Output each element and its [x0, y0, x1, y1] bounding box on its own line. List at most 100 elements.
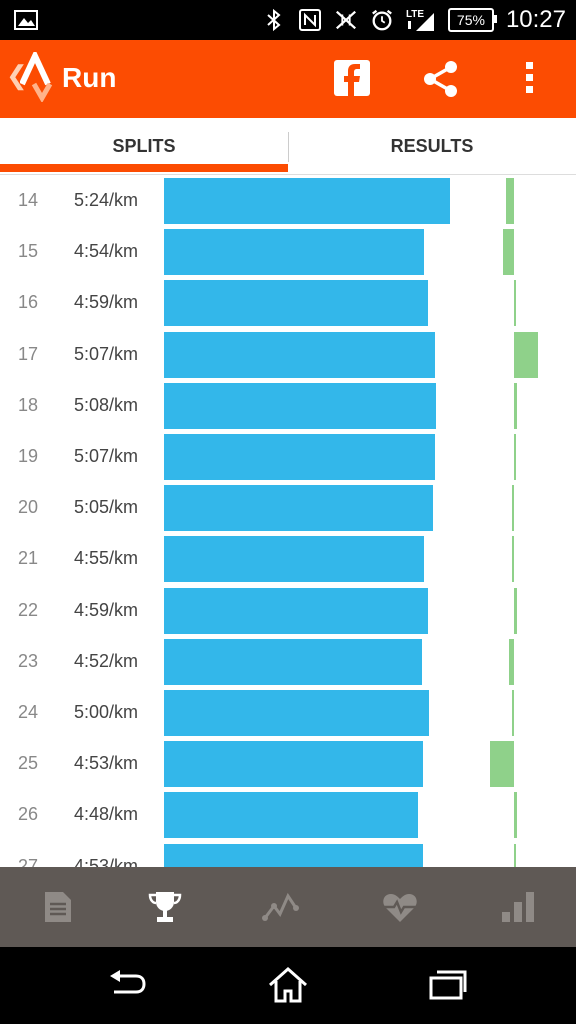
- pace-bar: [164, 690, 429, 736]
- split-row: 25 4:53/km: [0, 737, 576, 788]
- split-pace: 5:07/km: [74, 343, 139, 364]
- facebook-icon[interactable]: [334, 60, 370, 96]
- tab-bar: SPLITS RESULTS: [0, 118, 576, 175]
- tab-divider: [288, 132, 289, 162]
- split-pace: 5:08/km: [74, 394, 139, 415]
- bluetooth-icon: [262, 8, 286, 32]
- split-row: 18 5:08/km: [0, 379, 576, 430]
- elevation-bar: [512, 690, 514, 736]
- tab-results[interactable]: RESULTS: [288, 118, 576, 174]
- overflow-menu-icon[interactable]: [526, 62, 534, 98]
- elevation-bar: [514, 434, 516, 480]
- elevation-bar: [503, 229, 514, 276]
- pace-bar: [164, 280, 428, 327]
- nav-stats[interactable]: [460, 867, 575, 947]
- elevation-bar: [490, 741, 514, 788]
- elevation-bar: [514, 792, 517, 839]
- pace-bar: [164, 536, 424, 583]
- pace-bar: [164, 331, 435, 378]
- trophy-icon: [148, 892, 181, 922]
- battery-icon: 75%: [447, 8, 497, 32]
- elevation-bar: [514, 587, 517, 634]
- split-pace: 5:05/km: [74, 497, 139, 518]
- tab-selected-indicator: [0, 164, 288, 172]
- split-pace: 5:24/km: [74, 190, 139, 210]
- split-row: 20 5:05/km: [0, 481, 576, 532]
- split-number: 23: [18, 650, 39, 671]
- nav-overview[interactable]: [0, 867, 115, 947]
- split-pace: 4:59/km: [74, 599, 139, 620]
- page-title: Run: [62, 62, 117, 93]
- alarm-icon: [370, 8, 394, 32]
- overview-icon: [44, 892, 71, 922]
- pace-bar: [164, 587, 428, 634]
- tab-splits[interactable]: SPLITS: [0, 118, 288, 174]
- pace-bar: [164, 638, 422, 685]
- split-pace: 4:54/km: [74, 241, 139, 262]
- system-recents-icon[interactable]: [418, 965, 478, 1005]
- strava-logo-icon[interactable]: [19, 48, 54, 107]
- splits-chart-icon: [501, 892, 534, 922]
- split-number: 26: [18, 804, 39, 825]
- split-number: 22: [18, 599, 39, 620]
- share-icon[interactable]: [420, 58, 462, 105]
- nav-achievements[interactable]: [107, 867, 222, 947]
- split-number: 14: [18, 190, 39, 210]
- app-bar: ❮ Run: [0, 40, 576, 118]
- vibrate-off-icon: [334, 8, 358, 32]
- tab-results-label: RESULTS: [390, 135, 474, 156]
- system-back-icon[interactable]: [98, 965, 158, 1005]
- split-number: 21: [18, 548, 39, 569]
- nfc-icon: [298, 8, 322, 32]
- elevation-bar: [514, 843, 516, 867]
- pace-bar: [164, 741, 423, 788]
- split-number: 16: [18, 292, 39, 313]
- pace-bar: [164, 434, 435, 480]
- tab-splits-label: SPLITS: [112, 135, 176, 156]
- battery-level: 75%: [456, 12, 485, 28]
- elevation-bar: [509, 638, 514, 685]
- nav-heart-rate[interactable]: [342, 867, 457, 947]
- elevation-bar: [512, 536, 514, 583]
- status-time: 10:27: [505, 6, 566, 33]
- split-pace: 5:07/km: [74, 446, 139, 466]
- system-home-icon[interactable]: [258, 965, 318, 1005]
- pace-bar: [164, 485, 433, 532]
- elevation-bar: [514, 331, 538, 378]
- split-row: 14 5:24/km: [0, 174, 576, 225]
- split-number: 15: [18, 241, 39, 262]
- system-navigation-bar: [0, 947, 576, 1024]
- elevation-bar: [514, 280, 516, 327]
- elevation-bar: [514, 382, 517, 429]
- bottom-navigation: [0, 867, 576, 947]
- splits-list[interactable]: 14 5:24/km 15 4:54/km 16 4:59/km 17 5:07/km 18 5:…: [0, 174, 576, 867]
- elevation-bar: [512, 485, 514, 532]
- nav-analysis[interactable]: [224, 867, 339, 947]
- split-pace: 4:53/km: [74, 855, 139, 867]
- split-pace: 5:00/km: [74, 702, 139, 722]
- split-row: 21 4:55/km: [0, 532, 576, 583]
- split-row: 26 4:48/km: [0, 788, 576, 839]
- heart-rate-icon: [382, 894, 417, 922]
- split-pace: 4:48/km: [74, 804, 139, 825]
- split-row: 17 5:07/km: [0, 328, 576, 379]
- pace-bar: [164, 792, 418, 839]
- split-pace: 4:52/km: [74, 650, 139, 671]
- split-row: 24 5:00/km: [0, 686, 576, 737]
- split-row: 22 4:59/km: [0, 584, 576, 635]
- split-row: 27 4:53/km: [0, 840, 576, 867]
- split-pace: 4:59/km: [74, 292, 139, 313]
- split-row: 16 4:59/km: [0, 276, 576, 327]
- lte-signal-icon: LTE: [406, 7, 436, 33]
- split-number: 20: [18, 497, 39, 518]
- split-pace: 4:55/km: [74, 548, 139, 569]
- split-row: 19 5:07/km: [0, 430, 576, 481]
- split-row: 15 4:54/km: [0, 225, 576, 276]
- split-row: 23 4:52/km: [0, 635, 576, 686]
- split-number: 25: [18, 753, 39, 774]
- network-type-label: LTE: [405, 9, 425, 20]
- split-number: 17: [18, 343, 39, 364]
- split-pace: 4:53/km: [74, 753, 139, 774]
- pace-bar: [164, 229, 424, 276]
- elevation-bar: [506, 178, 514, 224]
